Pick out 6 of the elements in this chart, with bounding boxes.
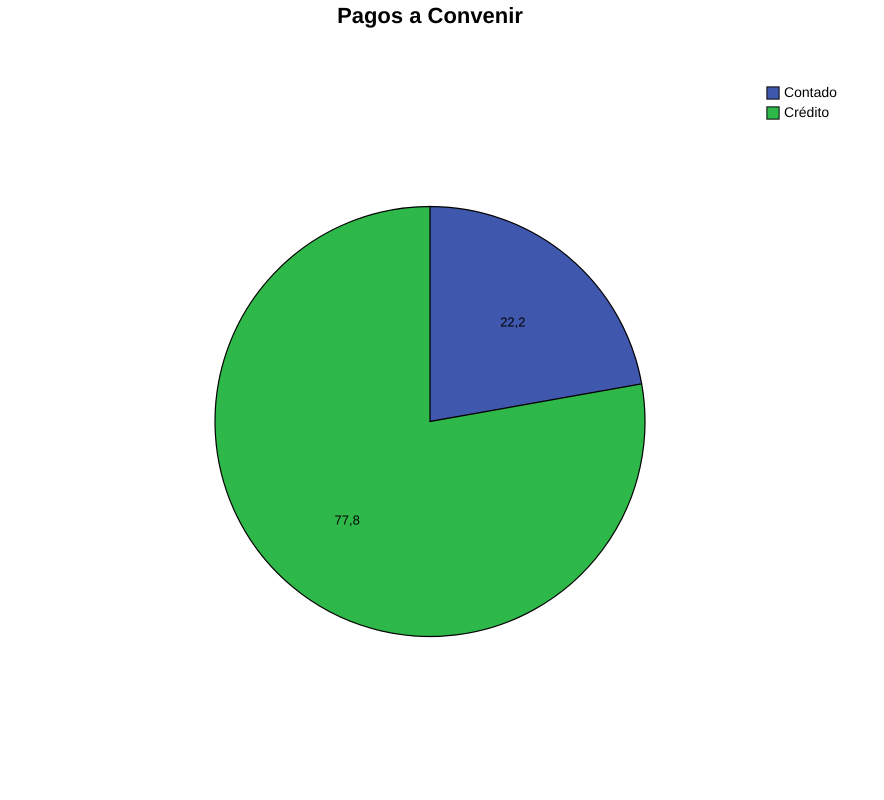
pie-slice — [214, 206, 646, 637]
legend-label: Crédito — [784, 104, 830, 120]
legend-label: Contado — [784, 84, 838, 100]
chart-title: Pagos a Convenir — [337, 3, 524, 28]
data-label: 22,2 — [500, 314, 526, 330]
data-label: 77,8 — [334, 512, 360, 528]
